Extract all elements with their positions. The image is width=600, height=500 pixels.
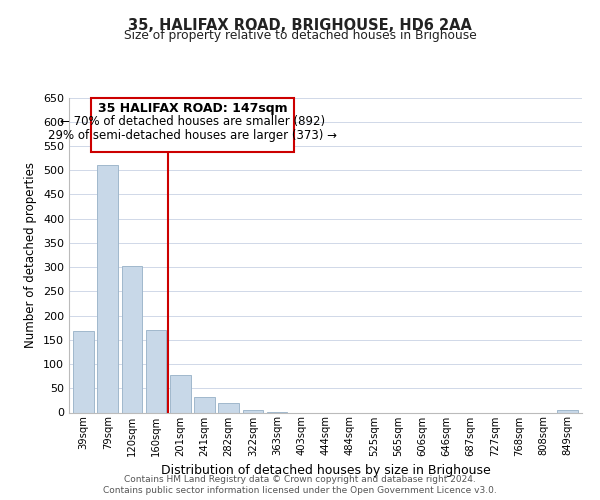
Text: Contains HM Land Registry data © Crown copyright and database right 2024.: Contains HM Land Registry data © Crown c…	[124, 475, 476, 484]
Bar	[242, 410, 263, 412]
Text: Contains public sector information licensed under the Open Government Licence v3: Contains public sector information licen…	[103, 486, 497, 495]
Text: 35 HALIFAX ROAD: 147sqm: 35 HALIFAX ROAD: 147sqm	[98, 102, 287, 115]
Text: 29% of semi-detached houses are larger (373) →: 29% of semi-detached houses are larger (…	[48, 129, 337, 142]
Y-axis label: Number of detached properties: Number of detached properties	[25, 162, 37, 348]
Bar	[194, 396, 215, 412]
Text: ← 70% of detached houses are smaller (892): ← 70% of detached houses are smaller (89…	[60, 115, 325, 128]
Bar	[218, 403, 239, 412]
Bar	[97, 166, 118, 412]
Text: 35, HALIFAX ROAD, BRIGHOUSE, HD6 2AA: 35, HALIFAX ROAD, BRIGHOUSE, HD6 2AA	[128, 18, 472, 32]
Bar	[170, 374, 191, 412]
Text: Size of property relative to detached houses in Brighouse: Size of property relative to detached ho…	[124, 29, 476, 42]
Bar	[557, 410, 578, 412]
X-axis label: Distribution of detached houses by size in Brighouse: Distribution of detached houses by size …	[161, 464, 490, 477]
Bar	[122, 266, 142, 412]
Bar	[146, 330, 166, 412]
FancyBboxPatch shape	[91, 98, 294, 152]
Bar	[73, 331, 94, 412]
